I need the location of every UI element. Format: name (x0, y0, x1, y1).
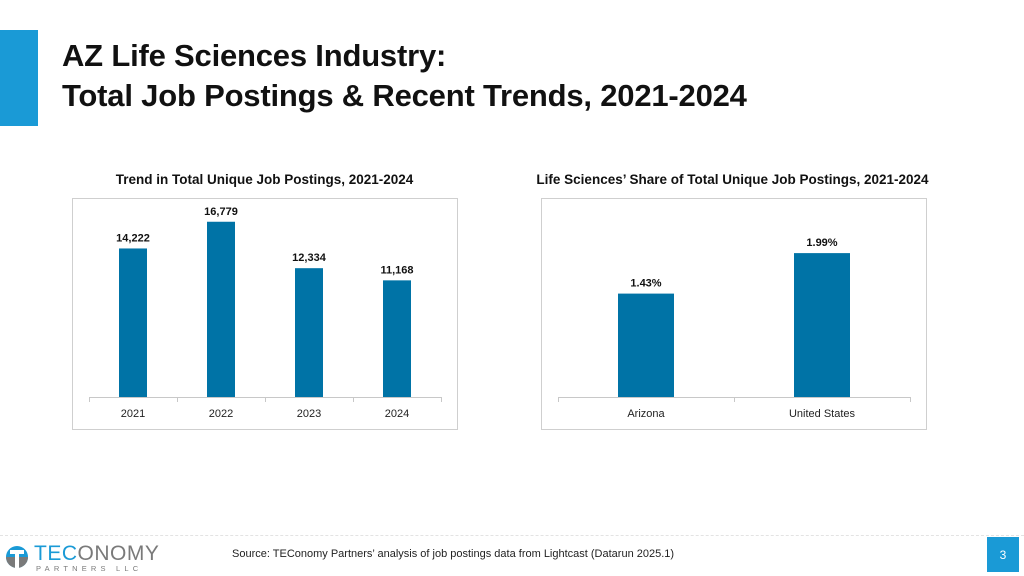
teconomy-logo: TECONOMY PARTNERS LLC (4, 541, 159, 573)
chart-1-bar-2022 (207, 221, 235, 397)
chart-2-svg: 1.43% Arizona 1.99% United States (558, 237, 911, 420)
chart-2-bar-arizona (618, 293, 674, 397)
slide-title-line-2: Total Job Postings & Recent Trends, 2021… (62, 78, 747, 113)
chart-1-bar-2021 (119, 248, 147, 397)
chart-1-data-label: 16,779 (204, 206, 238, 218)
chart-1-bar-2023 (295, 268, 323, 397)
title-accent-bar (0, 30, 38, 126)
chart-1-category-label: 2022 (209, 408, 233, 420)
chart-1-category-label: 2023 (297, 408, 321, 420)
globe-icon (6, 546, 28, 568)
slide-title: AZ Life Sciences Industry: Total Job Pos… (62, 36, 747, 116)
chart-2-data-label: 1.99% (806, 237, 837, 249)
logo-wordmark: TECONOMY (34, 542, 159, 566)
source-note: Source: TEConomy Partners’ analysis of j… (232, 548, 675, 560)
chart-1-category-label: 2024 (385, 408, 409, 420)
slide-title-line-1: AZ Life Sciences Industry: (62, 38, 447, 73)
chart-1-data-label: 14,222 (116, 232, 150, 244)
chart-2-category-label: United States (789, 408, 856, 420)
logo-subtitle: PARTNERS LLC (36, 564, 143, 573)
chart-2-title: Life Sciences’ Share of Total Unique Job… (536, 172, 929, 187)
chart-2-data-label: 1.43% (630, 278, 661, 290)
chart-1-job-postings-trend: 14,222 2021 16,779 2022 12,334 2023 11,168 2024 (72, 198, 458, 430)
chart-1-bar-2024 (383, 280, 411, 397)
chart-2-life-sciences-share: 1.43% Arizona 1.99% United States (541, 198, 927, 430)
chart-1-title: Trend in Total Unique Job Postings, 2021… (115, 172, 414, 187)
logo-word-part-1: TEC (34, 542, 78, 565)
page-number: 3 (987, 537, 1019, 572)
chart-1-svg: 14,222 2021 16,779 2022 12,334 2023 11,168 2024 (89, 206, 442, 420)
chart-1-category-label: 2021 (121, 408, 145, 420)
logo-word-part-2: ONOMY (77, 542, 160, 565)
footer-divider (0, 535, 1024, 536)
chart-2-category-label: Arizona (627, 408, 665, 420)
chart-1-data-label: 11,168 (380, 264, 413, 276)
chart-1-data-label: 12,334 (292, 252, 327, 264)
chart-2-bar-united-states (794, 253, 850, 397)
